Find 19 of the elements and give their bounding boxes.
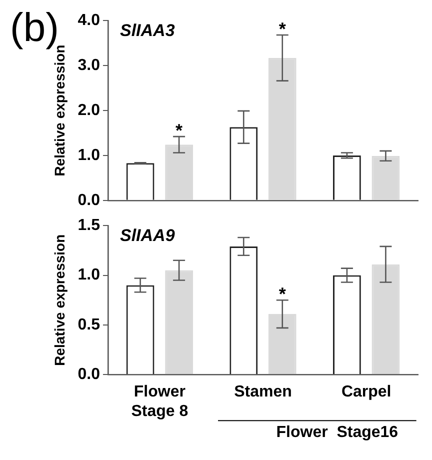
y-axis-title: Relative expression: [51, 234, 68, 366]
x-tick-label: Flower Stage 8: [131, 384, 188, 420]
y-tick-label: 0.0: [78, 192, 100, 209]
y-tick-label: 1.5: [78, 217, 100, 234]
data-label: *: [278, 18, 286, 39]
y-tick-label: 3.0: [78, 56, 100, 74]
text: Flower Stage16: [276, 424, 398, 442]
data-label: *: [176, 120, 183, 141]
chart-title: SlIAA3: [120, 20, 176, 40]
y-tick-label: 1.0: [78, 146, 100, 164]
y-tick-label: 1.0: [78, 266, 100, 284]
x-tick-label: Stamen: [234, 384, 292, 401]
x-tick-label: Carpel: [341, 384, 392, 401]
y-tick-label: 0.5: [78, 316, 100, 334]
data-label: *: [278, 284, 286, 304]
chart-title: SlIAA9: [120, 226, 176, 245]
y-tick-label: 4.0: [78, 12, 100, 30]
y-tick-label: 0.0: [78, 366, 100, 384]
y-tick-label: 2.0: [78, 102, 100, 119]
